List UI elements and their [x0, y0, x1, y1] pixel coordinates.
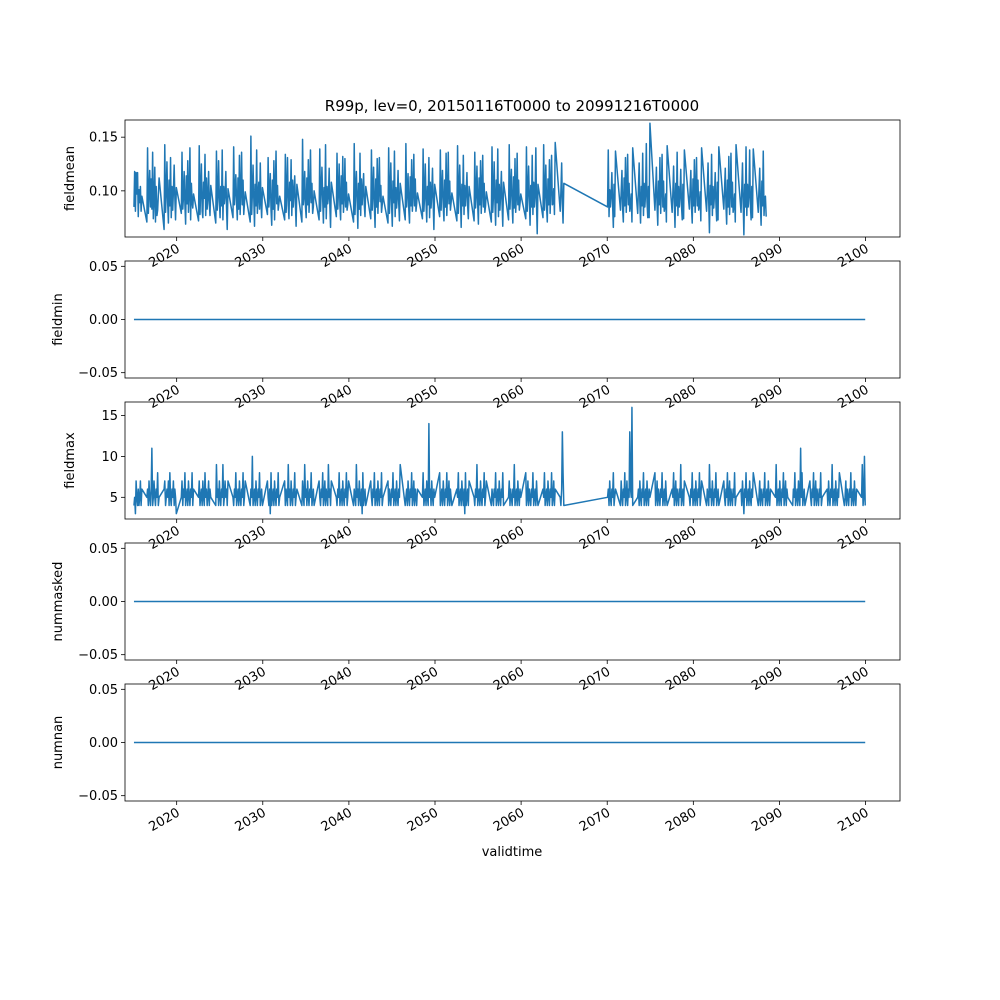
y-tick-label-fieldmax: 15 — [101, 409, 118, 424]
y-axis-label-fieldmax: fieldmax — [63, 432, 78, 489]
y-tick-label-numnan: −0.05 — [78, 789, 118, 804]
y-tick-label-nummasked: 0.05 — [89, 542, 118, 557]
y-tick-label-fieldmean: 0.15 — [89, 131, 118, 146]
y-tick-label-fieldmax: 10 — [101, 450, 118, 465]
series-line-fieldmax — [133, 406, 866, 515]
y-tick-label-fieldmin: 0.05 — [89, 260, 118, 275]
y-tick-label-numnan: 0.05 — [89, 683, 118, 698]
y-tick-label-fieldmax: 5 — [110, 491, 118, 506]
y-axis-label-fieldmean: fieldmean — [63, 146, 78, 211]
y-tick-label-fieldmin: −0.05 — [78, 366, 118, 381]
y-axis-label-numnan: numnan — [51, 716, 66, 770]
y-axis-label-fieldmin: fieldmin — [51, 293, 66, 346]
series-line-fieldmean — [133, 122, 767, 236]
figure-title: R99p, lev=0, 20150116T0000 to 20991216T0… — [325, 97, 699, 115]
axes-frame-fieldmax — [124, 401, 901, 520]
y-tick-label-nummasked: 0.00 — [89, 595, 118, 610]
y-tick-label-nummasked: −0.05 — [78, 648, 118, 663]
y-tick-label-fieldmin: 0.00 — [89, 313, 118, 328]
x-axis-label: validtime — [482, 845, 543, 860]
y-tick-label-numnan: 0.00 — [89, 736, 118, 751]
y-tick-label-fieldmean: 0.10 — [89, 184, 118, 199]
y-axis-label-nummasked: nummasked — [51, 562, 66, 642]
axes-frame-fieldmean — [124, 119, 901, 238]
